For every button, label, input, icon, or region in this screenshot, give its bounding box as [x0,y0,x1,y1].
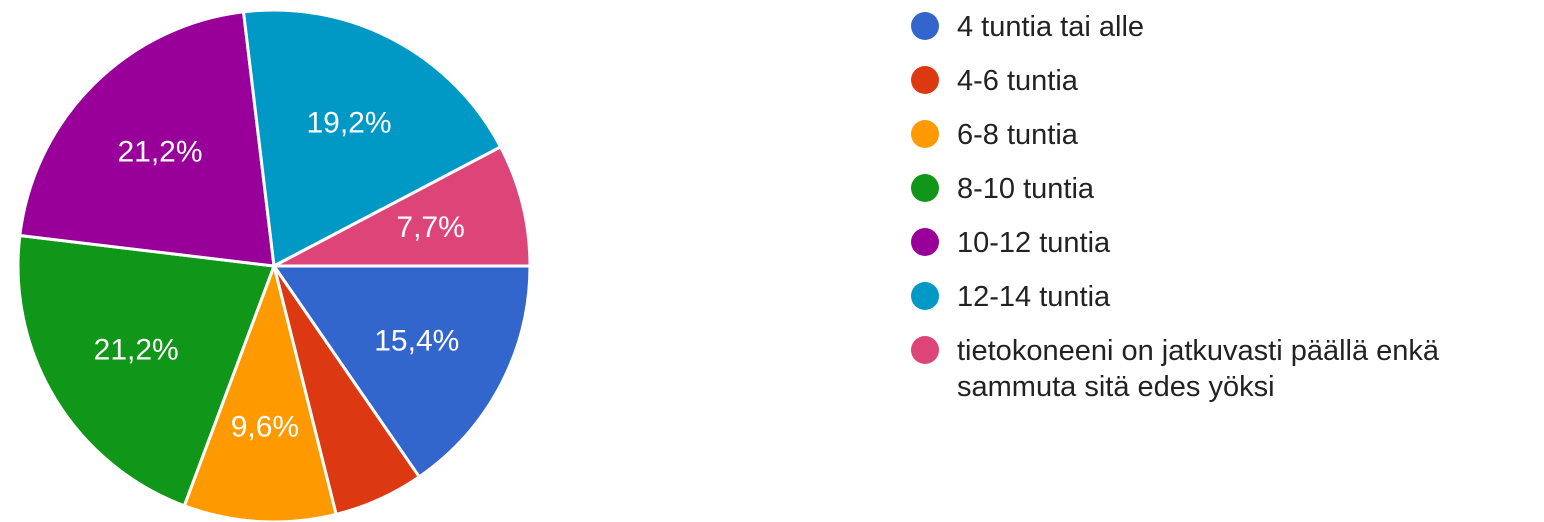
legend-marker-1 [911,66,939,94]
slice-value-label-2: 9,6% [231,411,299,444]
legend-marker-5 [911,282,939,310]
legend-label-0: 4 tuntia tai alle [957,11,1144,43]
slice-value-label-5: 19,2% [306,107,391,140]
legend-label-3: 8-10 tuntia [957,173,1095,205]
slice-value-label-3: 21,2% [94,333,179,366]
legend-label-5: 12-14 tuntia [957,281,1111,313]
pie-slice-3 [16,233,277,508]
legend-label-6: tietokoneeni on jatkuvasti päällä enkä sa… [957,335,1440,403]
pie-slice-6 [273,144,532,268]
legend: 4 tuntia tai alle 4-6 tuntia 6-8 tuntia 8-1… [911,11,1440,403]
slice-value-label-0: 15,4% [374,325,459,358]
legend-marker-3 [911,174,939,202]
legend-label-4: 10-12 tuntia [957,227,1111,259]
legend-label-2: 6-8 tuntia [957,119,1079,151]
legend-marker-0 [911,12,939,40]
legend-marker-4 [911,228,939,256]
pie-slice-4 [18,10,276,268]
pie-slices [16,8,532,522]
pie-slice-0 [271,264,532,479]
legend-marker-6 [911,336,939,364]
pie-slice-labels: 15,4% 9,6% 21,2% 21,2% 19,2% 7,7% [94,107,465,444]
slice-value-label-6: 7,7% [396,211,464,244]
pie-slice-5 [241,8,503,269]
legend-label-1: 4-6 tuntia [957,65,1079,97]
legend-marker-2 [911,120,939,148]
slice-value-label-4: 21,2% [117,136,202,169]
